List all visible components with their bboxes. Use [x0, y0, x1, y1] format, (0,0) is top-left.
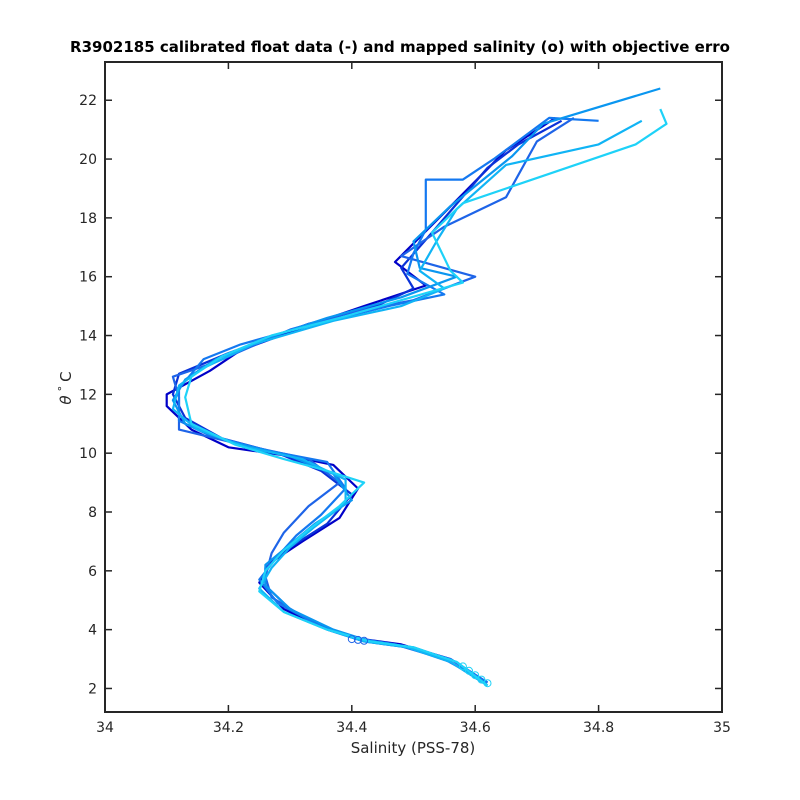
y-tick-label: 8	[88, 505, 97, 521]
y-axis-label: θ ° C	[56, 371, 75, 404]
x-axis-label: Salinity (PSS-78)	[351, 739, 476, 757]
mapped-salinity-marker	[354, 635, 362, 644]
y-tick-label: 22	[79, 93, 97, 109]
y-tick-label: 14	[79, 329, 97, 345]
x-tick-label: 34.4	[336, 720, 367, 736]
profile-line-7	[184, 108, 668, 687]
x-axis: 34 34.2 34.4 34.6 34.8 35	[96, 62, 731, 736]
mapped-salinity-marker	[347, 635, 356, 644]
y-tick-label: 2	[88, 681, 97, 697]
x-tick-label: 34.2	[213, 720, 244, 736]
y-tick-label: 18	[79, 211, 97, 227]
x-tick-label: 34.6	[460, 720, 491, 736]
y-tick-label: 12	[79, 387, 97, 403]
y-axis-label-unit: C	[57, 371, 75, 381]
chart-title: R3902185 calibrated float data (-) and m…	[70, 38, 730, 56]
profile-line-6	[171, 119, 643, 687]
x-tick-label: 34.8	[583, 720, 614, 736]
profile-line-4	[177, 116, 599, 684]
profile-line-2	[171, 119, 563, 687]
mapped-salinity-marker	[477, 675, 486, 684]
x-tick-label: 35	[713, 720, 731, 736]
y-tick-label: 16	[79, 270, 97, 286]
axes-box	[104, 61, 723, 713]
profile-line-3	[171, 116, 575, 681]
mapped-salinity-marker	[458, 662, 467, 671]
y-axis: 2 4 6 8 10 12 14 16 18 20 22	[79, 93, 722, 697]
mapped-salinity-marker	[483, 679, 492, 688]
y-tick-label: 4	[88, 623, 97, 639]
y-tick-label: 20	[79, 152, 97, 168]
y-tick-label: 6	[88, 564, 97, 580]
mapped-salinity-marker	[360, 636, 369, 645]
plot-area	[165, 87, 668, 688]
y-axis-label-symbol: θ	[57, 395, 75, 404]
mapped-salinity-marker	[465, 666, 473, 675]
mapped-salinity-marker	[471, 671, 480, 680]
x-tick-label: 34	[96, 720, 114, 736]
profile-line-5	[171, 87, 661, 687]
y-axis-label-degree: °	[56, 386, 69, 392]
y-tick-label: 10	[79, 446, 97, 462]
